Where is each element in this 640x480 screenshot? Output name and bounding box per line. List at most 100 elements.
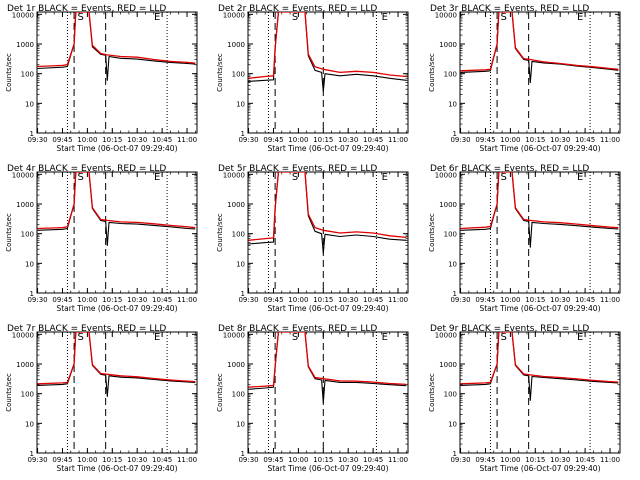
y-tick-label: 10000 — [12, 171, 34, 179]
x-tick-label: 09:30 — [450, 456, 470, 464]
y-tick-label: 10 — [236, 100, 245, 108]
y-tick-label: 1 — [241, 130, 245, 138]
x-tick-label: 09:30 — [238, 456, 258, 464]
lld-series-line — [248, 12, 407, 79]
marker-e: E — [382, 332, 388, 343]
y-tick-label: 1000 — [227, 361, 245, 369]
plot-frame — [247, 11, 409, 134]
plot-frame — [459, 171, 621, 294]
events-series-line — [248, 12, 407, 93]
x-tick-label: 10:30 — [338, 296, 358, 304]
events-series-line — [460, 172, 619, 248]
x-tick-label: 10:30 — [127, 136, 147, 144]
marker-s: S — [292, 332, 298, 343]
x-tick-label: 10:45 — [152, 456, 172, 464]
chart-panel-2: Det 2r BLACK = Events, RED = LLD 1 10 100 10… — [216, 4, 409, 153]
events-series-line — [248, 172, 407, 254]
marker-e: E — [382, 12, 388, 23]
y-tick-label: 1 — [30, 290, 34, 298]
y-axis-label: Counts/sec — [5, 213, 13, 252]
events-series-line — [460, 12, 619, 84]
chart-panel-1: Det 1r BLACK = Events, RED = LLD 1 10 100 10… — [5, 4, 198, 153]
marker-s: S — [292, 172, 298, 183]
y-axis-label: Counts/sec — [428, 213, 436, 252]
y-tick-label: 1 — [241, 450, 245, 458]
x-axis-label: Start Time (06-Oct-07 09:29:40) — [479, 464, 600, 473]
series-group — [37, 172, 196, 247]
x-tick-label: 10:45 — [152, 296, 172, 304]
marker-e: E — [154, 332, 160, 343]
chart-panel-5: Det 5r BLACK = Events, RED = LLD 1 10 100 10… — [216, 164, 409, 313]
events-series-line — [460, 332, 619, 401]
series-group — [460, 12, 619, 84]
x-tick-label: 09:45 — [263, 136, 283, 144]
y-tick-label: 10000 — [435, 171, 457, 179]
x-tick-label: 09:30 — [238, 136, 258, 144]
lld-series-line — [460, 332, 619, 385]
x-tick-label: 11:00 — [600, 456, 620, 464]
y-axis-label: Counts/sec — [428, 373, 436, 412]
chart-title: Det 8r BLACK = Events, RED = LLD — [218, 324, 377, 334]
x-axis-label: Start Time (06-Oct-07 09:29:40) — [56, 464, 177, 473]
x-tick-label: 10:45 — [363, 456, 383, 464]
x-tick-label: 10:00 — [500, 136, 520, 144]
y-tick-label: 100 — [232, 391, 245, 399]
series-group — [37, 332, 196, 398]
series-group — [37, 12, 196, 81]
x-tick-label: 10:15 — [525, 456, 545, 464]
x-tick-label: 10:30 — [127, 296, 147, 304]
events-series-line — [37, 172, 196, 247]
y-tick-label: 10 — [448, 260, 457, 268]
x-tick-label: 09:30 — [238, 296, 258, 304]
x-tick-label: 09:45 — [263, 296, 283, 304]
chart-title: Det 6r BLACK = Events, RED = LLD — [430, 164, 589, 174]
chart-title: Det 4r BLACK = Events, RED = LLD — [7, 164, 166, 174]
x-axis-label: Start Time (06-Oct-07 09:29:40) — [267, 464, 388, 473]
marker-e: E — [154, 12, 160, 23]
y-tick-label: 10000 — [12, 11, 34, 19]
y-tick-label: 10 — [236, 260, 245, 268]
x-tick-label: 10:00 — [500, 456, 520, 464]
series-group — [460, 172, 619, 248]
y-tick-label: 1000 — [439, 361, 457, 369]
x-axis-label: Start Time (06-Oct-07 09:29:40) — [267, 304, 388, 313]
y-axis-label: Counts/sec — [216, 53, 224, 92]
y-axis-label: Counts/sec — [428, 53, 436, 92]
x-tick-label: 11:00 — [600, 136, 620, 144]
y-tick-label: 10000 — [435, 331, 457, 339]
x-tick-label: 11:00 — [177, 136, 197, 144]
y-tick-label: 10 — [25, 420, 34, 428]
chart-panel-7: Det 7r BLACK = Events, RED = LLD 1 10 100 10… — [5, 324, 198, 473]
x-axis-label: Start Time (06-Oct-07 09:29:40) — [267, 144, 388, 153]
x-tick-label: 10:00 — [288, 296, 308, 304]
marker-s: S — [78, 172, 84, 183]
series-group — [248, 332, 407, 404]
x-tick-label: 09:30 — [450, 296, 470, 304]
x-tick-label: 10:00 — [288, 456, 308, 464]
x-tick-label: 09:45 — [52, 136, 72, 144]
chart-panel-8: Det 8r BLACK = Events, RED = LLD 1 10 100 10… — [216, 324, 409, 473]
marker-s: S — [292, 12, 298, 23]
y-tick-label: 10000 — [223, 171, 245, 179]
x-tick-label: 10:30 — [550, 136, 570, 144]
y-tick-label: 10000 — [435, 11, 457, 19]
x-tick-label: 10:45 — [363, 296, 383, 304]
lld-series-line — [460, 172, 619, 230]
chart-panel-9: Det 9r BLACK = Events, RED = LLD 1 10 100 10… — [428, 324, 621, 473]
x-tick-label: 10:00 — [500, 296, 520, 304]
lld-series-line — [248, 332, 407, 388]
plot-frame — [36, 331, 198, 454]
y-tick-label: 100 — [444, 71, 457, 79]
lld-series-line — [37, 332, 196, 385]
chart-panel-4: Det 4r BLACK = Events, RED = LLD 1 10 100 10… — [5, 164, 198, 313]
y-tick-label: 1 — [30, 130, 34, 138]
x-tick-label: 10:45 — [363, 136, 383, 144]
x-tick-label: 11:00 — [177, 456, 197, 464]
plot-frame — [459, 11, 621, 134]
x-tick-label: 10:30 — [338, 456, 358, 464]
y-tick-label: 1000 — [227, 201, 245, 209]
series-group — [460, 332, 619, 401]
x-axis-label: Start Time (06-Oct-07 09:29:40) — [56, 144, 177, 153]
y-tick-label: 1 — [453, 450, 457, 458]
